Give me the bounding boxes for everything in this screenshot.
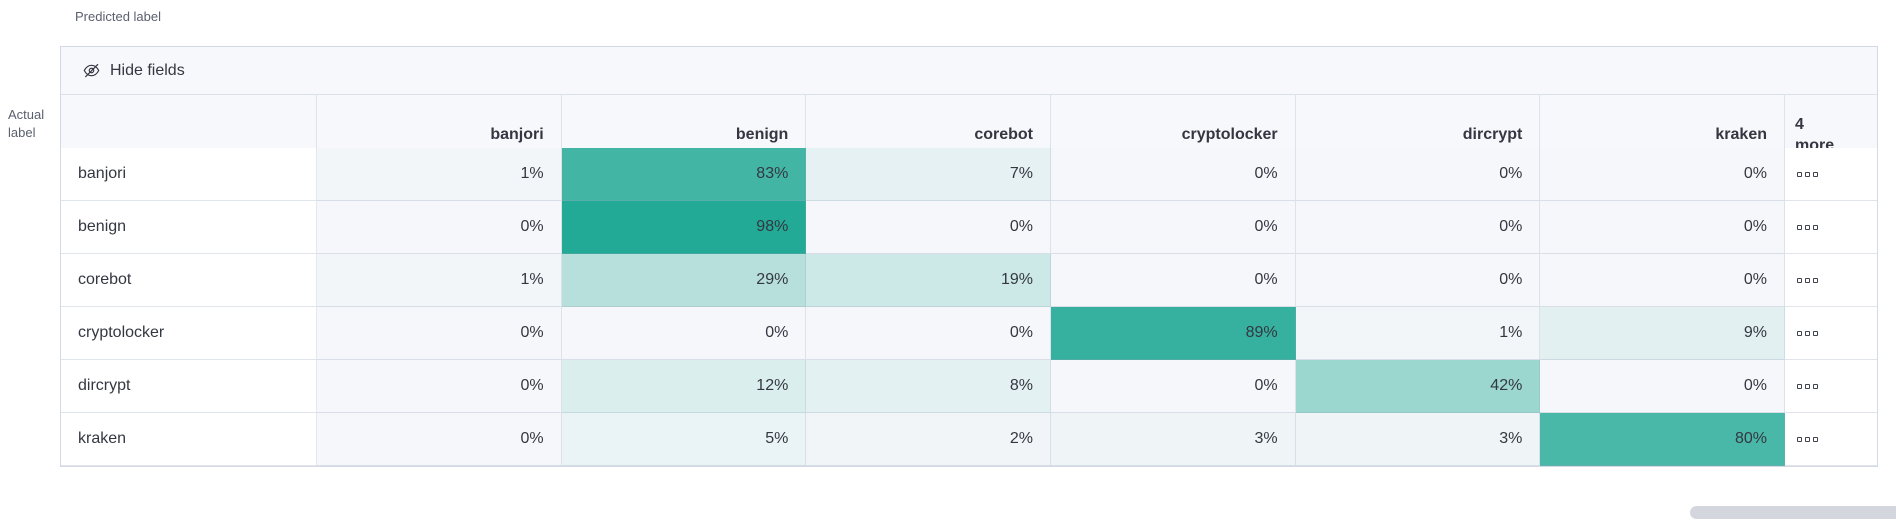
matrix-cell: 0% — [317, 201, 562, 254]
matrix-cell: 1% — [317, 148, 562, 201]
actual-axis-label: Actual label — [8, 106, 56, 142]
matrix-cell: 0% — [561, 307, 807, 360]
boxes-horizontal-icon[interactable] — [1797, 436, 1818, 442]
matrix-cell: 9% — [1540, 307, 1785, 360]
row-label-cryptolocker: cryptolocker — [61, 307, 317, 360]
boxes-horizontal-icon[interactable] — [1797, 224, 1818, 230]
matrix-cell: 0% — [1295, 201, 1541, 254]
confusion-matrix-panel: Hide fields banjori benign corebot cryptolo… — [60, 46, 1878, 467]
more-actions-cell — [1785, 307, 1877, 360]
matrix-cell: 0% — [317, 360, 562, 413]
matrix-cell: 0% — [1051, 360, 1296, 413]
fields-toolbar: Hide fields — [61, 47, 1877, 95]
more-actions-cell — [1785, 148, 1877, 201]
more-actions-cell — [1785, 254, 1877, 307]
matrix-cell: 0% — [1051, 254, 1296, 307]
matrix-cell: 0% — [1295, 148, 1541, 201]
more-actions-cell — [1785, 413, 1877, 466]
matrix-cell: 3% — [1295, 413, 1541, 466]
confusion-matrix-table: banjori benign corebot cryptolocker dircrypt… — [61, 95, 1877, 466]
row-label-banjori: banjori — [61, 148, 317, 201]
row-label-corebot: corebot — [61, 254, 317, 307]
row-label-kraken: kraken — [61, 413, 317, 466]
matrix-cell: 0% — [1540, 360, 1785, 413]
hide-fields-label: Hide fields — [110, 61, 185, 79]
more-actions-cell — [1785, 360, 1877, 413]
boxes-horizontal-icon[interactable] — [1797, 171, 1818, 177]
matrix-cell: 1% — [317, 254, 562, 307]
matrix-cell: 29% — [561, 254, 807, 307]
actual-axis-label-line1: Actual — [8, 107, 45, 122]
matrix-cell: 0% — [317, 413, 562, 466]
more-actions-cell — [1785, 201, 1877, 254]
matrix-cell: 19% — [806, 254, 1051, 307]
matrix-cell: 12% — [561, 360, 807, 413]
matrix-cell: 0% — [1540, 254, 1785, 307]
matrix-cell: 2% — [806, 413, 1051, 466]
predicted-axis-label: Predicted label — [75, 9, 161, 24]
matrix-cell: 0% — [317, 307, 562, 360]
matrix-cell: 1% — [1295, 307, 1541, 360]
eye-closed-icon — [83, 62, 100, 79]
matrix-cell: 0% — [806, 201, 1051, 254]
matrix-cell: 42% — [1295, 360, 1541, 413]
actual-axis-label-line2: label — [8, 125, 36, 140]
matrix-cell: 0% — [1295, 254, 1541, 307]
matrix-cell: 3% — [1051, 413, 1296, 466]
matrix-cell: 8% — [806, 360, 1051, 413]
matrix-cell: 0% — [1540, 148, 1785, 201]
boxes-horizontal-icon[interactable] — [1797, 330, 1818, 336]
matrix-cell: 0% — [1051, 201, 1296, 254]
matrix-cell: 7% — [806, 148, 1051, 201]
matrix-cell: 0% — [1540, 201, 1785, 254]
matrix-cell: 0% — [1051, 148, 1296, 201]
matrix-cell: 83% — [561, 148, 807, 201]
hide-fields-button[interactable]: Hide fields — [83, 62, 185, 80]
row-label-benign: benign — [61, 201, 317, 254]
boxes-horizontal-icon[interactable] — [1797, 383, 1818, 389]
matrix-cell: 0% — [806, 307, 1051, 360]
matrix-cell: 80% — [1540, 413, 1785, 466]
matrix-cell: 89% — [1051, 307, 1296, 360]
boxes-horizontal-icon[interactable] — [1797, 277, 1818, 283]
matrix-cell: 98% — [561, 201, 807, 254]
matrix-cell: 5% — [561, 413, 807, 466]
row-label-dircrypt: dircrypt — [61, 360, 317, 413]
horizontal-scrollbar-thumb[interactable] — [1690, 506, 1896, 519]
